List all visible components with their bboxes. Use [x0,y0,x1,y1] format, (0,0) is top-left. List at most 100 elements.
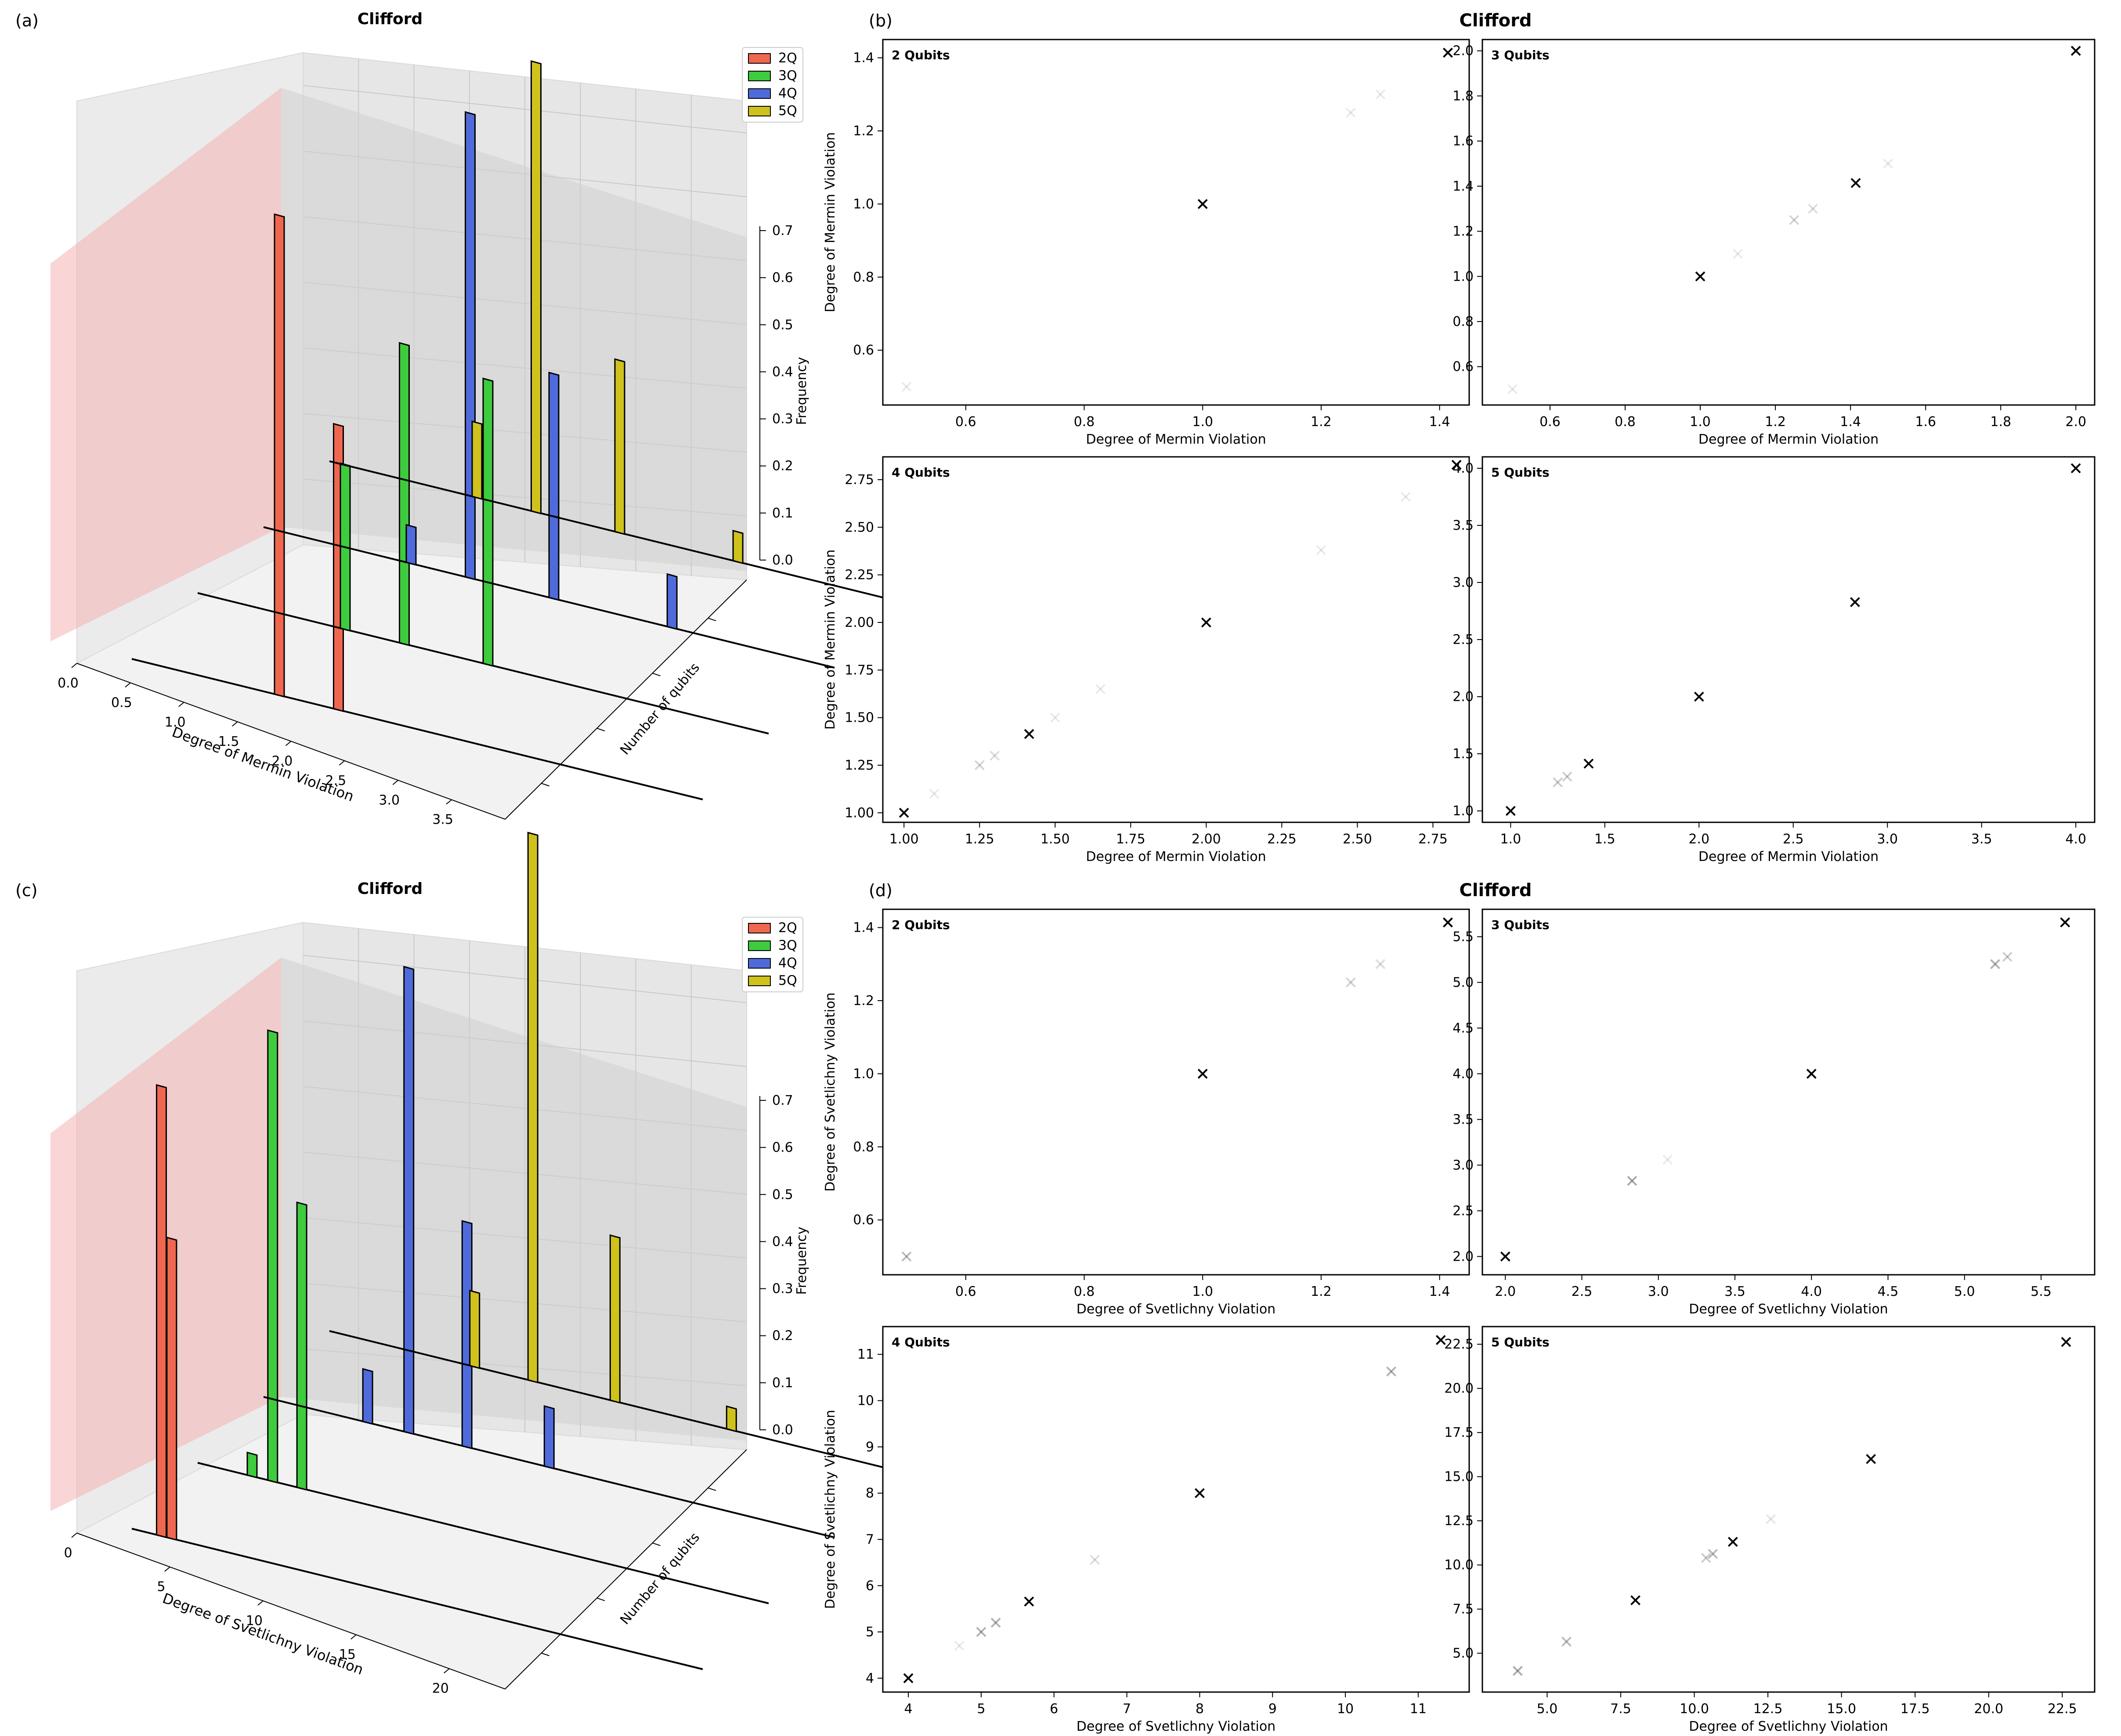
x-tick [125,682,131,688]
y-tick-label: 4.0 [1453,1066,1474,1081]
data-point-marker [1316,545,1326,555]
y-tick-label: 22.5 [1444,1337,1474,1352]
y-tick-label: 2.5 [1453,632,1474,647]
data-point-marker [1630,1595,1640,1606]
y-tick-label: 9 [866,1439,874,1455]
bar-4Q [548,372,560,601]
x-tick-label: 1.8 [1990,414,2011,430]
bar-2Q [166,1237,177,1541]
data-point-marker [1095,684,1106,694]
y-tick-label: 0.6 [853,343,874,358]
x-tick [446,799,452,805]
y-tick-label: 5.0 [1453,975,1474,990]
qubit-baseline [131,658,703,800]
legend-label-4Q: 4Q [778,86,797,101]
data-point-marker [974,760,985,770]
data-point-marker [1500,1251,1510,1262]
z-tick-label: 0.6 [772,270,793,286]
legend-swatch-4Q [748,958,771,969]
y-axis-label: Degree of Mermin Violation [823,550,838,730]
x-tick-label: 1.4 [1840,414,1861,430]
bar-2Q [274,213,285,698]
y-tick-label: 2.0 [1453,1249,1474,1264]
z-tick-label: 0.7 [772,223,793,239]
data-point-marker [1883,159,1893,169]
x-axis-label: Degree of Svetlichny Violation [1689,1719,1888,1734]
data-point-marker [901,1251,912,1262]
x-tick-label: 0.0 [58,676,79,691]
y-tick-label: 15.0 [1444,1469,1474,1485]
grid-line [303,85,747,134]
y-tick-label: 4.0 [1453,461,1474,476]
data-point-marker [1443,917,1453,928]
x-tick-label: 22.5 [2048,1701,2077,1717]
data-point-marker [1401,492,1411,502]
data-point-marker [1583,758,1594,769]
data-point-marker [1435,1335,1446,1345]
y-tick [652,1542,661,1546]
x-tick [285,741,292,746]
x-tick-label: 1.50 [1041,832,1070,847]
data-point-marker [929,788,939,799]
x-tick-label: 3.5 [1971,832,1992,847]
x-tick-label: 10 [1337,1701,1354,1717]
y-tick-label: 3.0 [1453,575,1474,590]
x-tick [392,780,398,785]
legend-label-5Q: 5Q [778,103,797,119]
data-point-marker [2002,951,2013,962]
x-tick-label: 7.5 [1610,1701,1631,1717]
x-tick-label: 0.8 [1615,414,1636,430]
y-tick-label: 1.0 [853,1066,874,1081]
x-tick [71,663,77,668]
data-point-marker [1708,1548,1718,1559]
z-axis-label: Frequency [794,1227,809,1295]
bar-5Q [471,420,483,500]
y-tick [708,1487,716,1491]
panel-label: (b) [869,11,892,30]
bar-2Q [156,1084,167,1538]
x-axis-label: Degree of Svetlichny Violation [1689,1302,1888,1317]
subplot-label: 5 Qubits [1491,465,1550,480]
x-tick-label: 3.0 [1877,832,1898,847]
bar-5Q [527,832,538,1384]
z-tick-label: 0.6 [772,1140,793,1155]
x-tick-label: 0.5 [111,695,132,710]
data-point-marker [903,1673,914,1683]
data-point-marker [1808,203,1818,214]
data-point-marker [1866,1454,1876,1464]
y-tick-label: 8 [866,1486,874,1501]
x-axis-label: Degree of Svetlichny Violation [1077,1302,1275,1317]
subplot-label: 5 Qubits [1491,1335,1550,1349]
data-point-marker [1090,1555,1100,1565]
y-tick-label: 0.6 [1453,359,1474,375]
data-point-marker [901,1251,912,1262]
data-point-marker [1694,691,1704,702]
qubit-baseline [131,1528,703,1670]
y-tick-label: 7.5 [1453,1602,1474,1617]
y-tick-label: 17.5 [1444,1425,1474,1440]
y-tick-label: 2.75 [845,472,874,488]
x-tick-label: 2.25 [1267,832,1297,847]
data-point-marker [1883,159,1893,169]
data-point-marker [1507,384,1518,394]
y-tick-label: 3.0 [1453,1157,1474,1173]
chart-title: Clifford [358,880,423,898]
data-point-marker [1789,215,1799,225]
y-tick-label: 2.00 [845,615,874,630]
x-tick-label: 4.0 [1801,1284,1822,1299]
x-tick-label: 15 [339,1647,356,1663]
x-tick-label: 3.0 [379,792,400,808]
panel-scatter-d: (d) Clifford 0.6 0.8 1.0 1.2 1.4 0.6 0.8 1.0 1.2 1.… [823,880,2096,1734]
bar-4Q [543,1405,555,1470]
x-tick-label: 5 [977,1701,985,1717]
data-point-marker [1701,1553,1711,1563]
z-tick-label: 0.5 [772,317,793,333]
bar-4Q [405,524,417,566]
y-tick-label: 6 [866,1578,874,1594]
subplot-4-qubits: 1.00 1.25 1.50 1.75 2.00 2.25 2.50 2.75 1.00 1.25… [823,456,1470,864]
x-axis-label: Degree of Mermin Violation [1086,849,1266,864]
x-tick-label: 2.5 [1783,832,1804,847]
y-tick-label: 3.5 [1453,518,1474,533]
bar-3Q [267,1029,278,1484]
y-tick-label: 2.25 [845,568,874,583]
